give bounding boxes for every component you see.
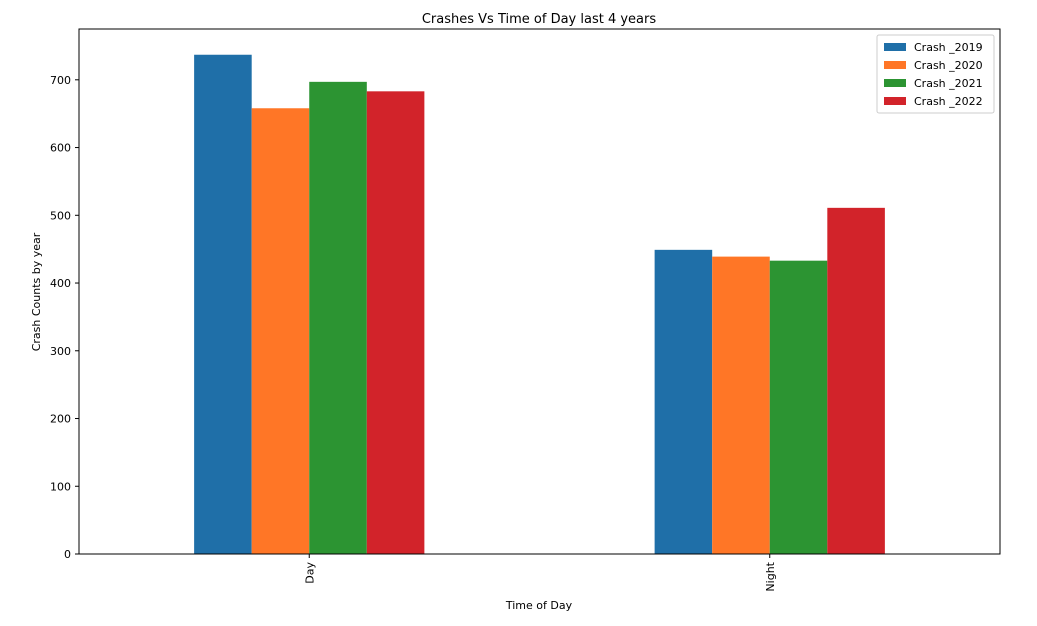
y-tick-label: 0 bbox=[64, 548, 71, 561]
bar-night-2 bbox=[712, 256, 770, 554]
bar-night-1 bbox=[654, 249, 713, 554]
legend-label: Crash _2020 bbox=[914, 59, 983, 72]
legend-label: Crash _2019 bbox=[914, 41, 983, 54]
x-tick-label: Day bbox=[303, 562, 316, 584]
bar-day-4 bbox=[366, 91, 425, 555]
y-tick-label: 200 bbox=[50, 413, 71, 426]
bar-day-2 bbox=[251, 108, 310, 555]
axes-frame bbox=[78, 28, 1001, 555]
legend-swatch bbox=[884, 43, 906, 51]
legend-swatch bbox=[884, 61, 906, 69]
bar-day-3 bbox=[309, 81, 367, 554]
bar-night-4 bbox=[827, 207, 885, 554]
legend-label: Crash _2022 bbox=[914, 95, 983, 108]
bar-day-1 bbox=[194, 54, 252, 554]
legend-swatch bbox=[884, 97, 906, 105]
y-tick-label: 100 bbox=[50, 480, 71, 493]
x-axis-label: Time of Day bbox=[505, 599, 573, 612]
y-tick-label: 500 bbox=[50, 209, 71, 222]
y-tick-label: 400 bbox=[50, 277, 71, 290]
legend-label: Crash _2021 bbox=[914, 77, 983, 90]
x-tick-label: Night bbox=[764, 561, 777, 591]
y-axis-label: Crash Counts by year bbox=[30, 232, 43, 351]
y-tick-label: 700 bbox=[50, 74, 71, 87]
legend-box bbox=[876, 34, 995, 114]
bar-night-3 bbox=[769, 260, 828, 554]
legend: Crash _2019 Crash _2020 Crash _2021 Crash _… bbox=[876, 34, 995, 114]
legend-swatch bbox=[884, 79, 906, 87]
y-tick-label: 300 bbox=[50, 345, 71, 358]
plot-area: Day Night 0 100 200 300 400 500 600 700 bbox=[50, 28, 1001, 592]
y-tick-label: 600 bbox=[50, 142, 71, 155]
chart-title: Crashes Vs Time of Day last 4 years bbox=[422, 12, 657, 27]
